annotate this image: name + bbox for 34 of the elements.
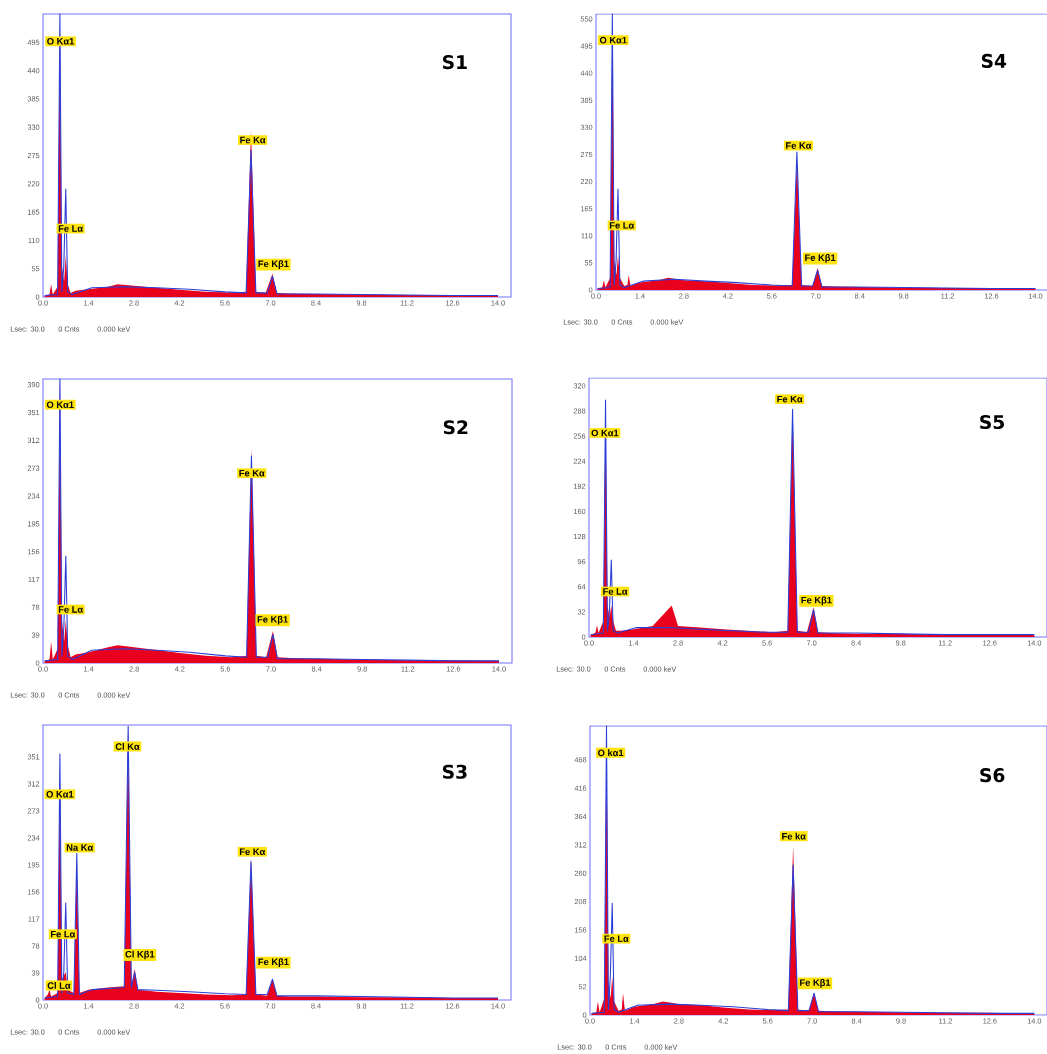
annotation: O Kα1 <box>599 36 627 44</box>
annotation: Fe Kβ1 <box>257 615 288 625</box>
annotation: Na Kα <box>66 844 94 851</box>
annotation: Fe Kβ1 <box>258 958 289 967</box>
annotation: Fe Lα <box>603 588 628 595</box>
annotation: Fe Lα <box>58 225 83 232</box>
text: S2 <box>443 420 468 435</box>
annotation: Fe Kα <box>240 136 266 144</box>
text: S6 <box>980 768 1005 783</box>
annotation: Fe Kα <box>777 395 803 403</box>
annotation: Fe Lα <box>604 935 629 942</box>
text: S5 <box>980 414 1004 430</box>
annotation: Fe Kβ1 <box>801 596 832 606</box>
annotation: Fe Kα <box>239 469 265 477</box>
annotation: O Kα1 <box>46 790 74 798</box>
annotation: Fe Kβ1 <box>800 979 831 988</box>
annotation: O Kα1 <box>591 429 619 437</box>
annotation: Cl Kβ1 <box>125 950 155 960</box>
annotation: Cl Lα <box>47 982 71 989</box>
annotation: Fe Lα <box>609 222 635 229</box>
annotation: Fe Lα <box>50 930 76 938</box>
annotation: O kα1 <box>598 749 624 757</box>
annotation: Fe kα <box>782 832 806 840</box>
annotation: O Kα1 <box>46 401 74 408</box>
annotation: Fe Kβ1 <box>805 254 836 263</box>
annotation: Fe Kα <box>786 142 812 149</box>
annotation: Fe Kα <box>239 848 266 856</box>
text: S3 <box>442 764 467 779</box>
annotation: O Kα1 <box>47 37 75 45</box>
annotation: Fe Lα <box>58 606 84 613</box>
text: S1 <box>442 55 467 70</box>
annotation: Fe Kβ1 <box>258 260 289 269</box>
text: S4 <box>981 53 1007 68</box>
annotation: Cl Kα <box>115 743 140 750</box>
